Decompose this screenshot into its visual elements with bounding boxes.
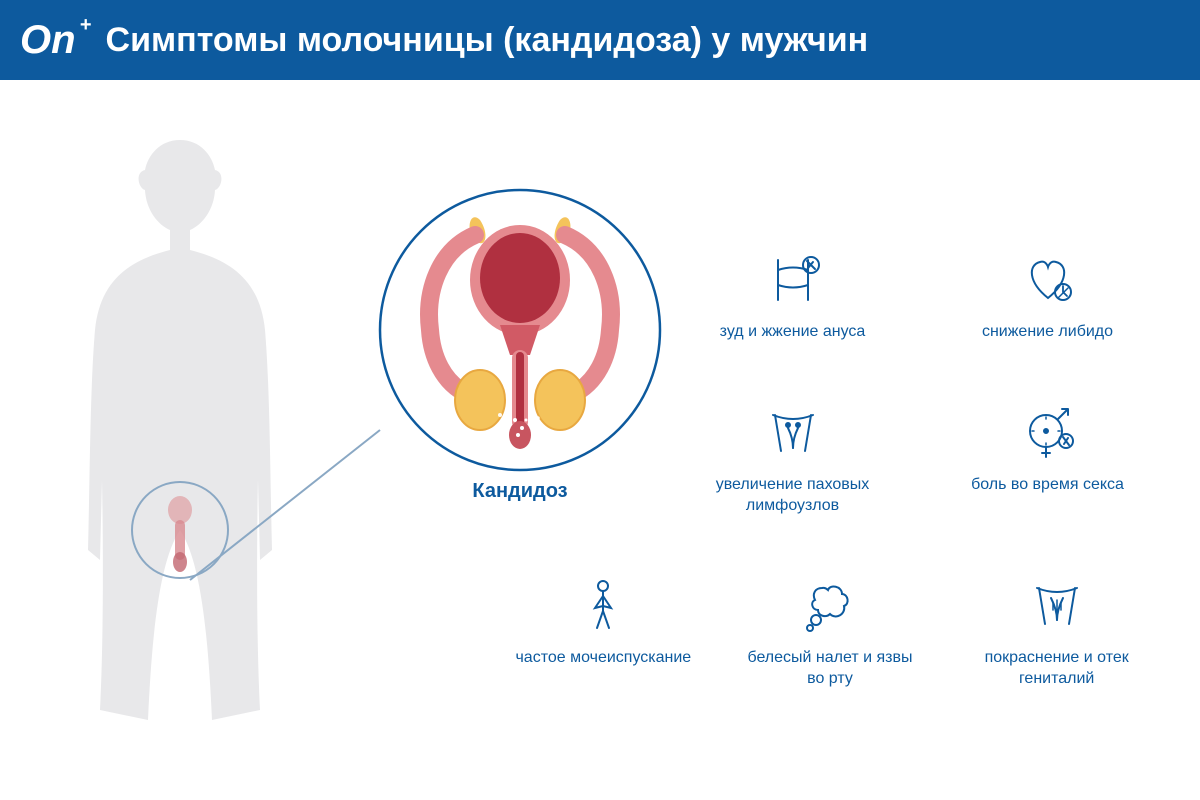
- redness-icon: [1027, 576, 1087, 636]
- symptom-redness: покраснение и отек гениталий: [953, 576, 1160, 690]
- symptoms-grid: зуд и жжение ануса снижение либидо: [680, 250, 1160, 690]
- symptom-label: снижение либидо: [982, 322, 1113, 343]
- pain-sex-icon: [1018, 403, 1078, 463]
- symptom-row-three: частое мочеиспускание белесый налет и яз…: [500, 576, 1160, 690]
- logo-text: On: [20, 18, 76, 62]
- body-silhouette-icon: [40, 130, 320, 730]
- urination-icon: [573, 576, 633, 636]
- symptom-label: боль во время секса: [971, 475, 1124, 496]
- symptom-libido: снижение либидо: [935, 250, 1160, 343]
- libido-icon: [1018, 250, 1078, 310]
- symptom-mouth: белесый налет и язвы во рту: [727, 576, 934, 690]
- detail-label: Кандидоз: [380, 480, 660, 503]
- mouth-icon: [800, 576, 860, 636]
- main-content: Кандидоз зуд и жжение ануса: [0, 80, 1200, 800]
- lymph-icon: [763, 403, 823, 463]
- itching-icon: [763, 250, 823, 310]
- symptom-itching: зуд и жжение ануса: [680, 250, 905, 343]
- logo: On +: [20, 18, 76, 63]
- detail-circle-icon: [370, 180, 670, 480]
- logo-plus-icon: +: [80, 14, 92, 37]
- symptom-lymph: увеличение паховых лимфоузлов: [680, 403, 905, 517]
- symptom-pain-sex: боль во время секса: [935, 403, 1160, 517]
- symptom-urination: частое мочеиспускание: [500, 576, 707, 690]
- header-bar: On + Симптомы молочницы (кандидоза) у му…: [0, 0, 1200, 80]
- symptom-label: белесый налет и язвы во рту: [740, 648, 920, 690]
- page-title: Симптомы молочницы (кандидоза) у мужчин: [106, 21, 869, 60]
- symptom-label: увеличение паховых лимфоузлов: [703, 475, 883, 517]
- symptom-label: частое мочеиспускание: [515, 648, 691, 669]
- symptom-label: покраснение и отек гениталий: [967, 648, 1147, 690]
- symptom-label: зуд и жжение ануса: [720, 322, 866, 343]
